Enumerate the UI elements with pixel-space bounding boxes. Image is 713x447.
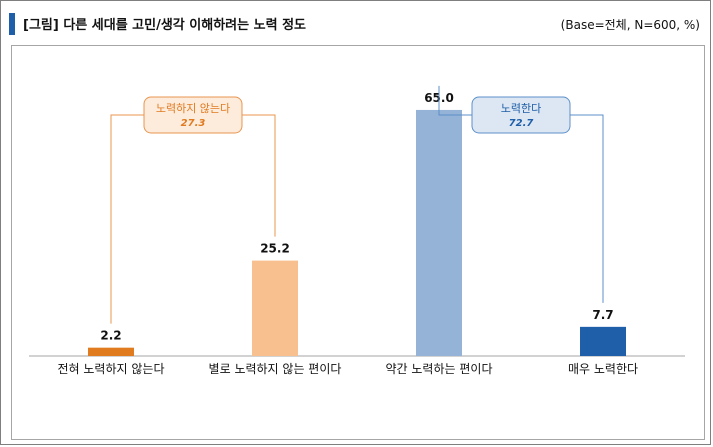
category-label-3: 약간 노력하는 편이다 [386, 361, 493, 376]
title-accent-bar [9, 13, 15, 35]
value-label-2: 25.2 [260, 242, 290, 256]
group-value-not-trying: 27.3 [181, 118, 206, 129]
title-row: [그림] 다른 세대를 고민/생각 이해하려는 노력 정도 (Base=전체, … [1, 1, 712, 41]
group-box-not-trying [143, 96, 243, 134]
bar-4 [580, 326, 626, 356]
value-label-4: 7.7 [592, 308, 613, 322]
group-connector-not-trying [110, 114, 276, 324]
bar-1 [88, 347, 134, 356]
category-label-2: 별로 노력하지 않는 편이다 [209, 362, 342, 376]
group-value-trying: 72.7 [509, 118, 534, 129]
bar-2 [252, 260, 298, 356]
group-box-trying [471, 96, 571, 134]
category-label-4: 매우 노력한다 [568, 362, 638, 376]
bar-3 [416, 109, 462, 356]
figure-title: [그림] 다른 세대를 고민/생각 이해하려는 노력 정도 [23, 18, 306, 33]
category-label-1: 전혀 노력하지 않는다 [58, 362, 165, 376]
base-note: (Base=전체, N=600, %) [560, 18, 700, 32]
group-label-trying: 노력한다 [501, 102, 541, 115]
group-label-not-trying: 노력하지 않는다 [156, 101, 230, 115]
value-label-1: 2.2 [100, 329, 121, 343]
plot-area [11, 45, 705, 440]
